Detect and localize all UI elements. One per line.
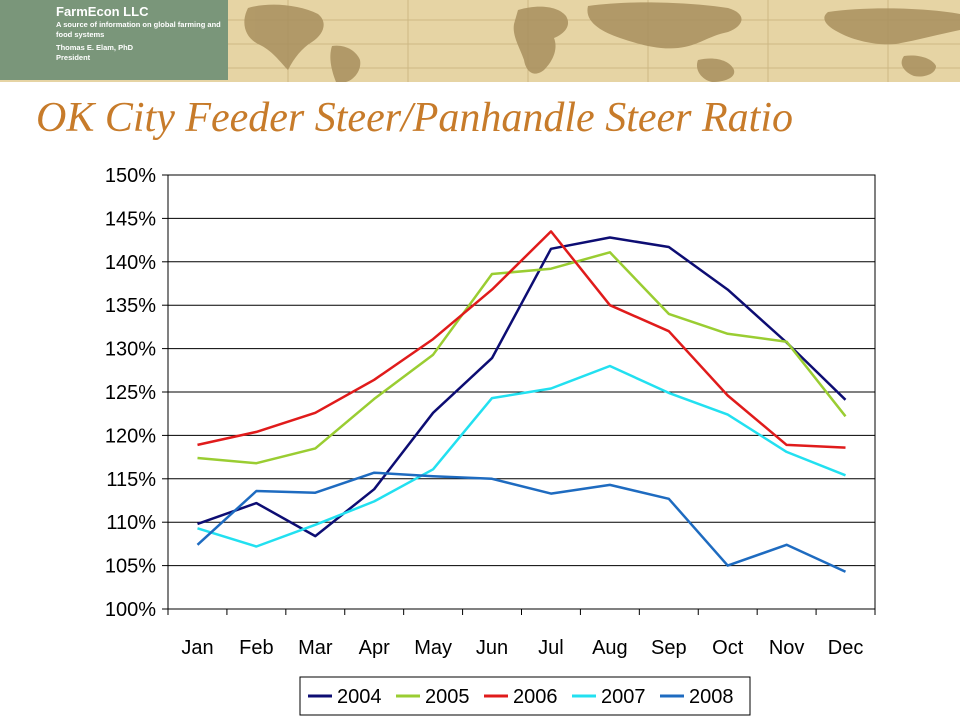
brand-person: Thomas E. Elam, PhD <box>56 43 134 52</box>
x-tick-label: Mar <box>298 637 333 659</box>
y-tick-label: 150% <box>105 165 156 187</box>
x-tick-label: Jan <box>181 637 213 659</box>
y-tick-label: 135% <box>105 295 156 317</box>
series-line-2006 <box>197 230 846 449</box>
legend-label-2005: 2005 <box>425 686 470 708</box>
x-tick-label: Oct <box>712 637 744 659</box>
y-tick-label: 120% <box>105 425 156 447</box>
series-line-2005 <box>197 251 847 465</box>
brand-tagline: A source of information on global farmin… <box>56 20 221 39</box>
x-tick-label: May <box>414 637 452 659</box>
x-tick-label: Jul <box>538 637 564 659</box>
legend: 2004 2005 2006 2007 2008 <box>299 676 751 716</box>
series-line-2007 <box>197 364 846 548</box>
legend-label-2004: 2004 <box>337 686 382 708</box>
x-axis-tick-labels: Jan Feb Mar Apr May Jun Jul Aug Sep Oct Nov Dec <box>167 609 876 659</box>
y-axis-tick-labels: 100% 105% 110% 115% 120% 125% 130% 135% 140% 145%… <box>105 165 168 621</box>
legend-label-2008: 2008 <box>689 686 734 708</box>
x-tick-label: Dec <box>828 637 864 659</box>
x-tick-label: Jun <box>476 637 508 659</box>
line-chart: 100% 105% 110% 115% 120% 125% 130% 135% 140% 145%… <box>105 165 876 716</box>
x-tick-label: Feb <box>239 637 273 659</box>
legend-label-2007: 2007 <box>601 686 646 708</box>
page-title: OK City Feeder Steer/Panhandle Steer Rat… <box>36 95 793 141</box>
legend-label-2006: 2006 <box>513 686 558 708</box>
series-lines <box>196 230 847 573</box>
x-tick-label: Aug <box>592 637 628 659</box>
y-tick-label: 130% <box>105 339 156 361</box>
x-tick-label: Nov <box>769 637 805 659</box>
y-tick-label: 140% <box>105 252 156 274</box>
y-tick-label: 145% <box>105 208 156 230</box>
y-tick-label: 105% <box>105 556 156 578</box>
y-tick-label: 110% <box>106 512 156 534</box>
series-line-2004 <box>197 236 847 538</box>
brand-name: FarmEcon LLC <box>56 4 149 19</box>
y-tick-label: 100% <box>105 599 156 621</box>
world-map-banner <box>228 0 960 82</box>
brand-box: FarmEcon LLC A source of information on … <box>0 0 228 80</box>
x-tick-label: Sep <box>651 637 687 659</box>
series-line-2008 <box>196 471 847 573</box>
y-tick-label: 115% <box>106 469 156 491</box>
x-tick-label: Apr <box>359 637 390 659</box>
brand-role: President <box>56 53 91 62</box>
y-tick-label: 125% <box>105 382 156 404</box>
